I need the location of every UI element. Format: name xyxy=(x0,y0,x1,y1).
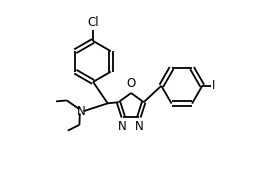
Text: Cl: Cl xyxy=(87,16,99,29)
Text: N: N xyxy=(135,120,144,133)
Text: N: N xyxy=(118,120,127,133)
Text: N: N xyxy=(77,105,86,118)
Text: O: O xyxy=(126,77,136,90)
Text: I: I xyxy=(212,79,215,92)
